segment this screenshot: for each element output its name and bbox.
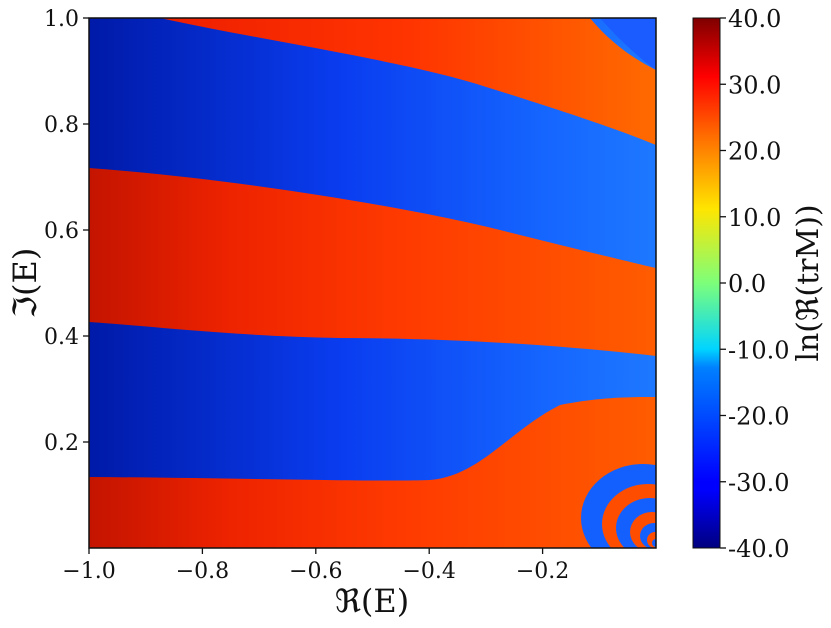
heatmap-band-middle bbox=[89, 168, 656, 356]
colorbar: 40.030.020.010.00.0-10.0-20.0-30.0-40.0 … bbox=[692, 5, 826, 563]
heatmap-band-bottom bbox=[89, 397, 656, 548]
colorbar-tick-label: -40.0 bbox=[728, 535, 790, 563]
x-tick-label: −0.2 bbox=[516, 559, 569, 584]
heatmap-spiral bbox=[581, 464, 656, 548]
x-tick-label: −0.6 bbox=[289, 559, 342, 584]
colorbar-tick-label: -10.0 bbox=[728, 336, 790, 364]
y-axis-label: ℑ(E) bbox=[6, 248, 44, 319]
colorbar-tick-label: 40.0 bbox=[728, 5, 781, 33]
y-tick-label: 1.0 bbox=[44, 7, 79, 32]
y-tick-label: 0.6 bbox=[44, 219, 79, 244]
colorbar-tick-label: 20.0 bbox=[728, 138, 781, 166]
colorbar-tick-label: -30.0 bbox=[728, 469, 790, 497]
heatmap-band-top bbox=[160, 18, 656, 145]
y-tick-label: 0.8 bbox=[44, 113, 79, 138]
x-tick-label: −0.8 bbox=[176, 559, 229, 584]
colorbar-label: ln(ℜ(trM)) bbox=[791, 204, 826, 361]
y-tick-label: 0.4 bbox=[44, 325, 79, 350]
x-tick-label: −0.4 bbox=[402, 559, 455, 584]
plot-frame bbox=[88, 17, 657, 549]
colorbar-tick-label: 0.0 bbox=[728, 270, 766, 298]
heatmap bbox=[89, 18, 656, 548]
colorbar-tick-label: -20.0 bbox=[728, 403, 790, 431]
heatmap-corner-blue bbox=[600, 18, 656, 70]
y-tick-label: 0.2 bbox=[44, 431, 79, 456]
y-axis: 0.2 0.4 0.6 0.8 1.0 bbox=[44, 7, 89, 456]
x-axis: −1.0 −0.8 −0.6 −0.4 −0.2 bbox=[62, 548, 569, 584]
x-axis-label: ℜ(E) bbox=[335, 582, 409, 620]
colorbar-tick-label: 10.0 bbox=[728, 204, 781, 232]
colorbar-ticks: 40.0 30.0 20.0 10.0 0.0 -10.0 -20.0 -30.0 -40.0 bbox=[720, 5, 790, 563]
colorbar-gradient bbox=[692, 17, 721, 549]
colorbar-tick-label: 30.0 bbox=[728, 71, 781, 99]
x-tick-label: −1.0 bbox=[62, 559, 115, 584]
